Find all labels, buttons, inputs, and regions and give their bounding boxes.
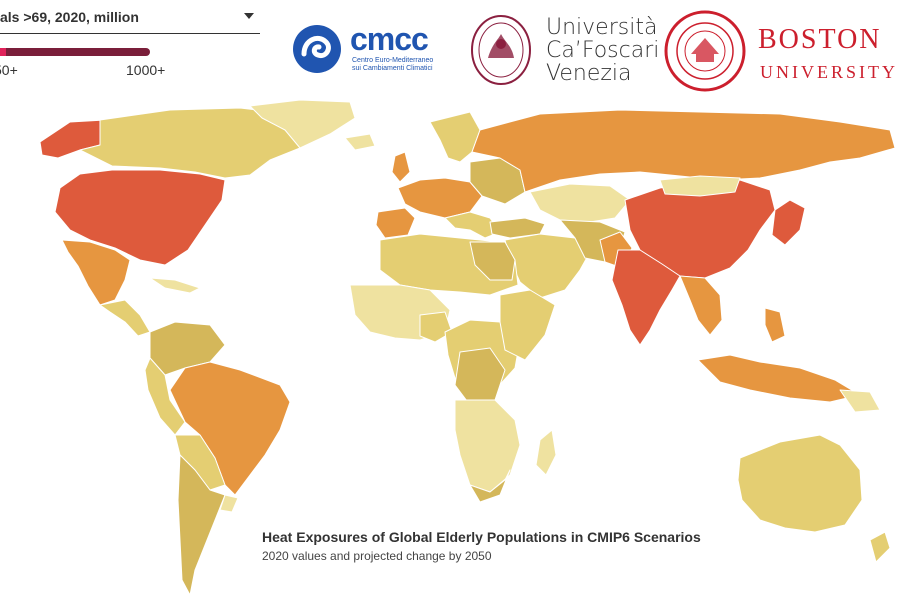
country-uk[interactable] (391, 151, 411, 183)
region-scandinavia[interactable] (429, 111, 481, 163)
country-madagascar[interactable] (535, 429, 557, 476)
country-australia[interactable] (737, 434, 863, 533)
chevron-down-icon (244, 13, 254, 19)
region-southern-africa[interactable] (454, 399, 521, 493)
country-philippines[interactable] (764, 307, 786, 343)
legend-color-bar (0, 48, 150, 56)
country-mongolia[interactable] (659, 175, 741, 197)
caption-title: Heat Exposures of Global Elderly Populat… (262, 529, 701, 545)
country-uruguay[interactable] (219, 494, 239, 513)
country-india[interactable] (611, 249, 681, 346)
cmcc-logo-icon (293, 25, 341, 73)
region-southeast-asia[interactable] (679, 275, 723, 336)
region-western-europe[interactable] (397, 177, 483, 219)
country-new-zealand[interactable] (869, 531, 891, 563)
country-greenland[interactable] (249, 100, 356, 149)
legend-max-label: 1000+ (126, 62, 166, 78)
partner-logos: cmcc Centro Euro-Mediterraneo sui Cambia… (290, 10, 900, 95)
world-choropleth-map[interactable] (0, 100, 900, 600)
venice-seal-icon (471, 15, 531, 85)
cmcc-wordmark: cmcc (350, 21, 429, 57)
region-east-africa[interactable] (499, 289, 556, 361)
region-korea-japan[interactable] (771, 199, 806, 246)
caption-subtitle: 2020 values and projected change by 2050 (262, 549, 492, 563)
indicator-dropdown[interactable]: als >69, 2020, million (0, 0, 260, 34)
cafoscari-wordmark: Università Ca’Foscari Venezia (546, 15, 660, 86)
region-central-asia[interactable] (529, 183, 631, 223)
region-iberia[interactable] (375, 207, 416, 239)
country-egypt[interactable] (469, 241, 516, 281)
university-wordmark: UNIVERSITY (760, 62, 898, 82)
boston-wordmark: BOSTON (758, 24, 882, 55)
legend-color-bar-start (0, 48, 6, 56)
indicator-dropdown-label: als >69, 2020, million (0, 9, 139, 25)
region-central-america[interactable] (99, 299, 151, 337)
country-south-africa[interactable] (469, 469, 511, 503)
legend-min-label: 50+ (0, 62, 18, 78)
country-nigeria[interactable] (419, 311, 453, 343)
country-mexico[interactable] (61, 239, 131, 306)
country-usa[interactable] (54, 169, 226, 266)
region-italy-balkans[interactable] (444, 211, 501, 239)
region-caribbean[interactable] (149, 277, 201, 294)
boston-university-seal-icon (664, 10, 746, 92)
region-southern-cone[interactable] (177, 454, 226, 596)
country-iceland[interactable] (344, 133, 376, 151)
map-caption: Heat Exposures of Global Elderly Populat… (262, 529, 701, 563)
country-indonesia[interactable] (697, 354, 861, 403)
country-russia[interactable] (471, 109, 896, 193)
cmcc-subtitle: Centro Euro-Mediterraneo sui Cambiamenti… (352, 57, 434, 72)
country-papua-new-guinea[interactable] (839, 389, 881, 413)
